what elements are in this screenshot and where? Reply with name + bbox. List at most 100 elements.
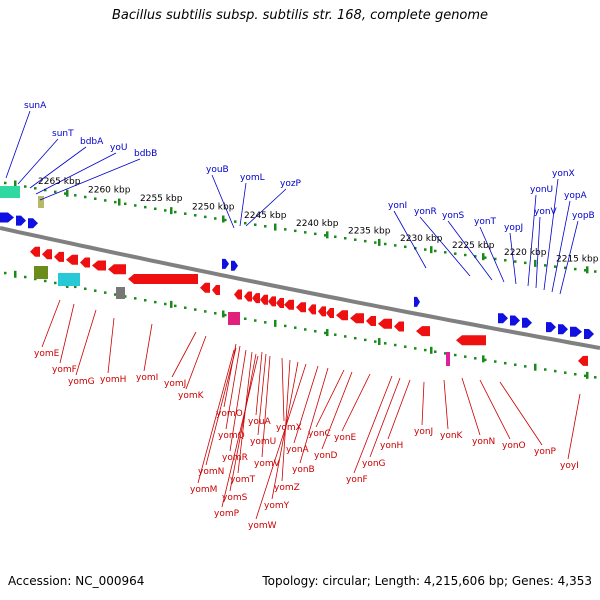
major-tick <box>222 310 225 318</box>
upper-tick-dot <box>164 209 167 212</box>
lower-tick-dot <box>494 360 497 363</box>
upper-tick-dot <box>84 195 87 199</box>
lower-tick-dot <box>424 348 427 352</box>
forward-gene-label: yonR <box>414 207 437 217</box>
forward-label-leader <box>527 194 537 287</box>
major-tick <box>14 180 17 188</box>
upper-tick-dot <box>244 221 247 225</box>
reverse-gene-arrow <box>234 289 242 300</box>
reverse-label-leader <box>229 349 247 452</box>
reverse-gene-label: yonG <box>362 459 386 469</box>
reverse-gene-label: yomF <box>52 365 77 375</box>
lower-tick-dot <box>84 287 87 291</box>
upper-tick-dot <box>34 187 37 190</box>
upper-tick-dot <box>574 267 577 271</box>
forward-gene-arrow <box>510 315 520 326</box>
major-tick <box>222 215 225 223</box>
upper-tick-dot <box>124 202 127 206</box>
reverse-gene-label: yomM <box>190 485 217 495</box>
kbp-tick-label: 2220 kbp <box>504 248 547 258</box>
forward-gene-arrow <box>522 317 532 328</box>
upper-tick-dot <box>94 197 97 200</box>
upper-tick-dot <box>404 245 407 249</box>
feature-box <box>38 196 44 208</box>
reverse-gene-label: yonN <box>472 437 495 447</box>
lower-tick-dot <box>554 369 557 373</box>
kbp-tick-label: 2215 kbp <box>556 255 599 265</box>
forward-label-leader <box>39 158 141 201</box>
upper-tick-dot <box>454 252 457 255</box>
reverse-gene-arrow <box>252 293 260 304</box>
reverse-label-leader <box>143 323 153 372</box>
forward-gene-label: yopJ <box>504 223 523 233</box>
lower-tick-dot <box>594 376 597 379</box>
reverse-gene-arrow <box>366 316 376 326</box>
major-tick <box>586 266 589 274</box>
forward-gene-arrow <box>558 324 568 335</box>
reverse-gene-arrow <box>284 299 294 310</box>
reverse-gene-arrow <box>212 285 220 295</box>
lower-tick-dot <box>124 295 127 298</box>
upper-tick-dot <box>444 251 447 254</box>
reverse-gene-label: yomG <box>68 377 95 387</box>
reverse-label-leader <box>387 379 411 440</box>
lower-tick-dot <box>294 326 297 329</box>
forward-label-leader <box>245 188 287 227</box>
reverse-label-leader <box>171 331 197 378</box>
lower-tick-dot <box>524 365 527 368</box>
reverse-gene-arrow <box>296 302 306 313</box>
lower-tick-dot <box>564 371 567 374</box>
upper-tick-dot <box>4 181 7 185</box>
reverse-gene-label: yomZ <box>274 483 300 493</box>
reverse-gene-arrow <box>336 310 348 321</box>
kbp-tick-label: 2265 kbp <box>38 177 81 187</box>
reverse-gene-arrow <box>66 254 78 265</box>
major-tick <box>170 300 173 308</box>
lower-tick-dot <box>4 271 7 275</box>
upper-tick-dot <box>314 232 317 236</box>
reverse-gene-arrow <box>318 306 326 317</box>
forward-gene-arrow <box>231 260 238 271</box>
upper-tick-dot <box>294 229 297 233</box>
major-tick <box>14 270 17 278</box>
upper-tick-dot <box>504 259 507 262</box>
major-tick <box>482 253 485 261</box>
lower-tick-dot <box>414 347 417 350</box>
upper-tick-dot <box>484 256 487 259</box>
upper-tick-dot <box>594 270 597 273</box>
map-title: Bacillus subtilis subsp. subtilis str. 1… <box>111 8 489 23</box>
reverse-label-leader <box>321 371 353 450</box>
forward-label-leader <box>393 210 427 269</box>
lower-tick-dot <box>44 279 47 283</box>
lower-tick-dot <box>134 297 137 300</box>
feature-box <box>34 266 48 279</box>
reverse-gene-label: yomN <box>198 467 224 477</box>
reverse-gene-label: yonA <box>286 445 310 455</box>
lower-tick-dot <box>544 368 547 371</box>
lower-tick-dot <box>34 277 37 281</box>
reverse-label-leader <box>499 381 543 446</box>
forward-label-leader <box>17 138 59 185</box>
reverse-label-leader <box>229 353 257 492</box>
major-tick <box>586 371 589 379</box>
reverse-gene-label: yomQ <box>218 431 245 441</box>
lower-tick-dot <box>284 324 287 328</box>
forward-label-leader <box>35 152 117 195</box>
major-tick <box>430 246 433 254</box>
forward-gene-label: yonU <box>530 185 553 195</box>
upper-tick-dot <box>324 234 327 237</box>
upper-tick-dot <box>114 200 117 204</box>
upper-tick-dot <box>494 257 497 261</box>
lower-tick-dot <box>354 336 357 340</box>
upper-tick-dot <box>64 192 67 195</box>
upper-tick-dot <box>284 228 287 231</box>
kbp-tick-label: 2245 kbp <box>244 211 287 221</box>
forward-gene-label: bdbA <box>80 137 104 147</box>
upper-tick-dot <box>144 205 147 209</box>
lower-tick-dot <box>144 298 147 302</box>
reverse-gene-arrow <box>456 335 486 346</box>
lower-tick-dot <box>174 304 177 308</box>
forward-gene-label: sunT <box>52 129 74 139</box>
forward-gene-label: yonV <box>534 207 558 217</box>
